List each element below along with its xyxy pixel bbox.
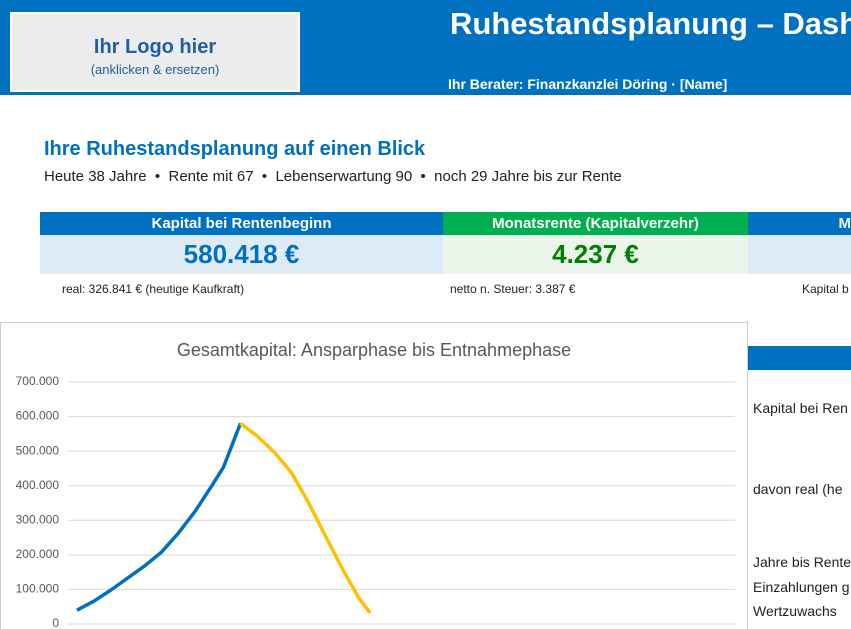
summary-title: Ihre Ruhestandsplanung auf einen Blick [44, 138, 426, 160]
y-tick-label: 500.000 [16, 443, 60, 457]
kpi-label: M [748, 212, 851, 235]
kpi-note: netto n. Steuer: 3.387 € [450, 282, 576, 296]
dashboard-title: Ruhestandsplanung – Dashboard [450, 6, 851, 41]
kpi-card: Monatsrente (Kapitalverzehr) 4.237 € [443, 212, 748, 274]
kpi-label: Monatsrente (Kapitalverzehr) [443, 212, 748, 235]
kpi-value: 4.237 € [443, 235, 748, 274]
y-tick-label: 300.000 [16, 512, 60, 526]
kpi-note: Kapital b [802, 282, 849, 296]
kpi-note: real: 326.841 € (heutige Kaufkraft) [62, 282, 245, 296]
kpi-label: Kapital bei Rentenbeginn [40, 212, 443, 235]
kpi-card: Kapital bei Rentenbeginn 580.418 € [40, 212, 443, 274]
y-tick-label: 0 [52, 616, 59, 629]
chart-frame [0, 322, 748, 629]
chart-title: Gesamtkapital: Ansparphase bis Entnahmep… [177, 340, 571, 360]
y-tick-label: 600.000 [16, 409, 60, 423]
advisor-line: Ihr Berater: Finanzkanzlei Döring · [Nam… [448, 76, 728, 92]
panel-row: Kapital bei Ren [753, 400, 848, 416]
panel-row: Jahre bis Rente [753, 554, 851, 570]
panel-row: Einzahlungen g [753, 579, 850, 595]
panel-row: Wertzuwachs [753, 603, 837, 619]
y-tick-label: 700.000 [16, 374, 60, 388]
panel-row: davon real (he [753, 481, 843, 497]
y-tick-label: 100.000 [16, 582, 60, 596]
logo-placeholder[interactable]: Ihr Logo hier (anklicken & ersetzen) [9, 11, 301, 93]
y-tick-label: 200.000 [16, 547, 60, 561]
series-line [76, 422, 243, 612]
chart: Gesamtkapital: Ansparphase bis Entnahmep… [0, 322, 748, 629]
kpi-value [748, 235, 851, 274]
logo-title: Ihr Logo hier [93, 36, 217, 58]
summary-facts: Heute 38 Jahre • Rente mit 67 • Lebenser… [44, 168, 622, 185]
logo-subtitle: (anklicken & ersetzen) [90, 62, 220, 77]
header: Ihr Logo hier (anklicken & ersetzen) Ruh… [0, 0, 851, 95]
y-tick-label: 400.000 [16, 478, 60, 492]
panel-header [748, 346, 851, 370]
series-line [239, 421, 372, 614]
kpi-card: M [748, 212, 851, 274]
kpi-value: 580.418 € [40, 235, 443, 274]
